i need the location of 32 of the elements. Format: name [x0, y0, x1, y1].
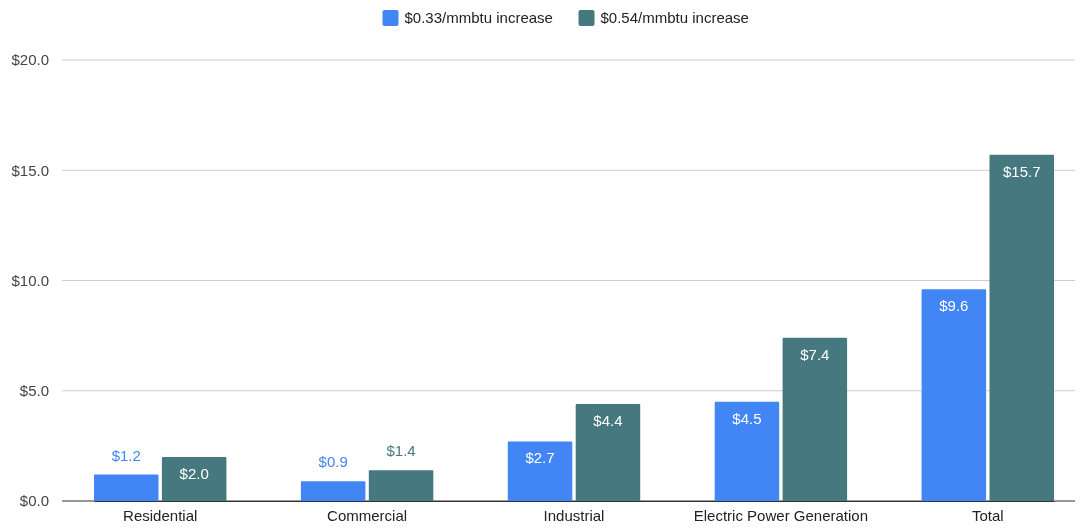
bar — [368, 470, 434, 501]
y-tick-label: $15.0 — [11, 161, 49, 179]
x-tick-label: Total — [971, 506, 1004, 524]
bar — [507, 441, 573, 501]
x-tick-label: Electric Power Generation — [693, 506, 869, 524]
y-tick-label: $10.0 — [11, 271, 49, 289]
data-label: $1.4 — [386, 442, 416, 460]
bar — [161, 456, 227, 501]
bar — [300, 481, 366, 501]
bar — [782, 337, 848, 501]
x-tick-label: Industrial — [543, 506, 605, 524]
data-label: $4.4 — [593, 411, 623, 429]
legend-label: $0.33/mmbtu increase — [404, 9, 553, 26]
x-tick-label: Commercial — [327, 506, 408, 524]
data-label: $0.9 — [318, 453, 348, 471]
data-label: $9.6 — [939, 297, 969, 315]
data-label: $1.2 — [111, 446, 141, 464]
data-label: $7.4 — [800, 345, 830, 363]
bar — [921, 289, 987, 501]
x-tick-label: Residential — [123, 506, 198, 524]
y-tick-label: $0.0 — [19, 492, 49, 510]
data-label: $4.5 — [732, 409, 762, 427]
bar — [94, 474, 159, 501]
y-tick-label: $20.0 — [11, 51, 49, 69]
data-label: $2.7 — [525, 449, 555, 467]
data-label: $2.0 — [179, 464, 209, 482]
data-label: $15.7 — [1002, 162, 1041, 180]
bar — [575, 403, 641, 501]
bar — [714, 401, 780, 501]
legend-label: $0.54/mmbtu increase — [600, 9, 749, 26]
y-tick-label: $5.0 — [19, 382, 49, 400]
bar — [989, 154, 1054, 501]
